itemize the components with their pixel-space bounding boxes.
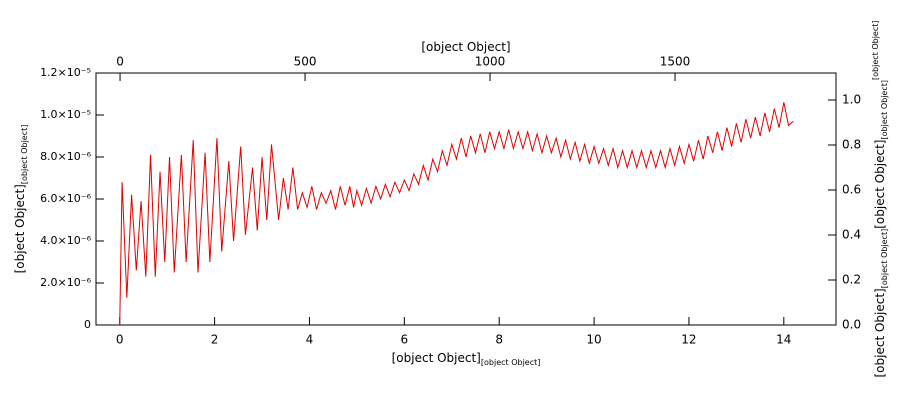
y-axis-title-part: [object Object] (13, 184, 27, 273)
x-tick-label: 2 (211, 333, 219, 347)
y-tick-label: 6.0×10⁻⁶ (40, 192, 92, 205)
y2-tick-label: 0.8 (842, 138, 861, 152)
data-line (119, 102, 794, 326)
x-axis-title: [object Object][object Object] (392, 351, 541, 368)
y2-axis-title-part: [object Object] (880, 80, 889, 140)
y2-axis-title-part: [object Object] (880, 229, 889, 289)
x2-tick-label: 500 (294, 55, 317, 69)
x-tick-label: 6 (401, 333, 409, 347)
x2-axis-title-part: [object Object] (421, 40, 510, 54)
y-tick-label: 1.0×10⁻⁵ (40, 108, 91, 121)
y-axis-title-part: [object Object] (20, 125, 29, 185)
x-tick-label: 12 (681, 333, 696, 347)
y2-axis-title-part: [object Object] (873, 288, 887, 377)
y2-tick-label: 0.2 (842, 273, 861, 287)
y2-tick-label: 1.0 (842, 93, 861, 107)
y2-axis-title-part: [object Object] (871, 21, 880, 81)
x2-tick-label: 0 (116, 55, 124, 69)
y-tick-label: 0 (84, 318, 91, 331)
y-tick-label: 4.0×10⁻⁶ (40, 234, 92, 247)
y-axis-title: [object Object][object Object] (13, 125, 30, 274)
x-tick-label: 8 (495, 333, 503, 347)
y-tick-label: 1.2×10⁻⁵ (40, 66, 91, 79)
x-tick-label: 0 (116, 333, 124, 347)
y2-tick-label: 0.4 (842, 228, 861, 242)
x-tick-label: 14 (776, 333, 791, 347)
y2-tick-label: 0.0 (842, 318, 861, 332)
y-tick-label: 8.0×10⁻⁶ (40, 150, 92, 163)
x-tick-label: 4 (306, 333, 314, 347)
y-tick-label: 2.0×10⁻⁶ (40, 276, 92, 289)
x-axis-title-part: [object Object] (481, 358, 541, 367)
x2-axis-title: [object Object] (421, 40, 510, 54)
x-tick-label: 10 (586, 333, 601, 347)
y2-axis-title-part: [object Object] (873, 140, 887, 229)
x2-tick-label: 1000 (475, 55, 506, 69)
x-axis-title-part: [object Object] (392, 351, 481, 365)
y2-tick-label: 0.6 (842, 183, 861, 197)
y2-axis-title: [object Object][object Object][object Ob… (871, 21, 889, 378)
x2-tick-label: 1500 (660, 55, 691, 69)
